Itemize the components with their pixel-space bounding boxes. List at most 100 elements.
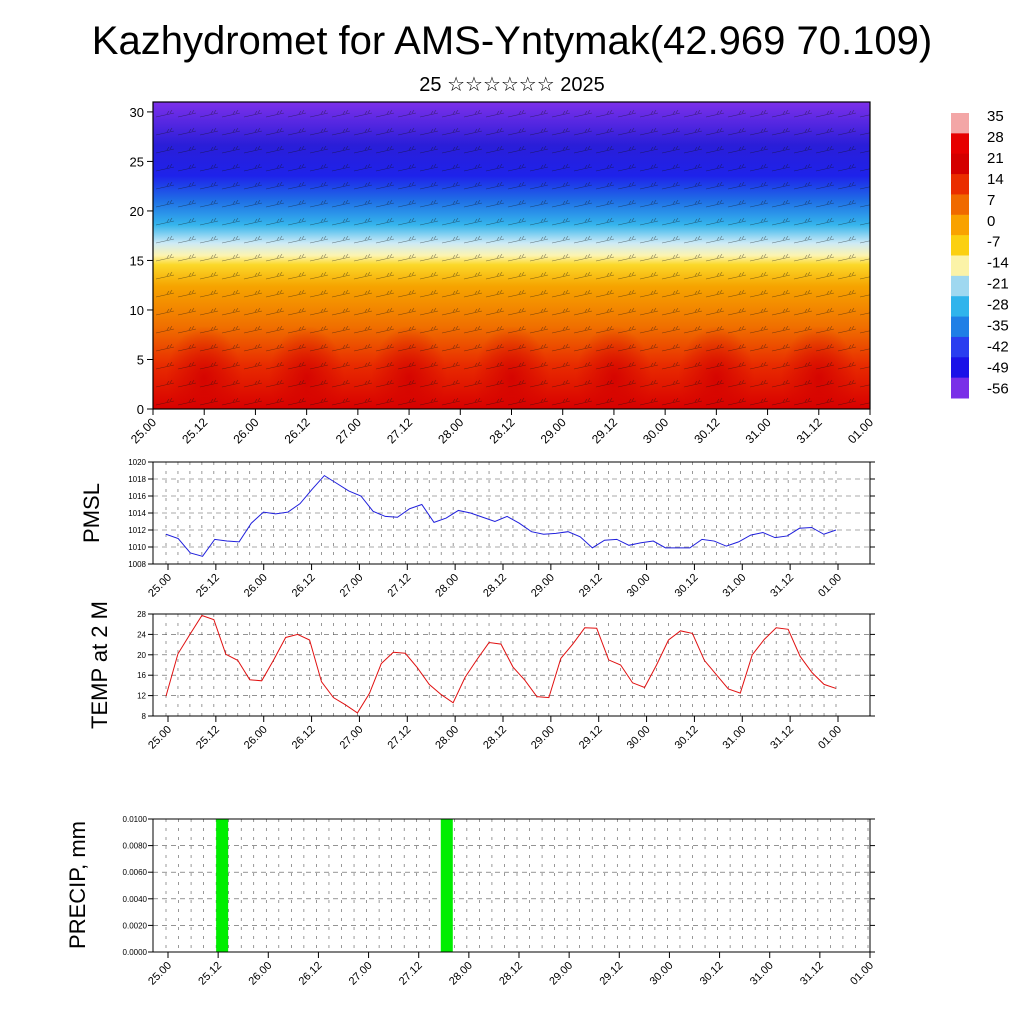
colorbar-swatch <box>951 377 969 399</box>
colorbar-swatch <box>951 194 969 216</box>
x-tick-label: 31.12 <box>768 724 796 752</box>
x-tick-label: 27.12 <box>384 415 415 446</box>
x-tick-label: 30.00 <box>640 415 671 446</box>
x-tick-label: 01.00 <box>816 724 844 752</box>
colorbar-label: -56 <box>987 380 1009 397</box>
precip-bar <box>216 819 229 952</box>
y-tick-label: 25 <box>130 154 144 169</box>
colorbar-swatch <box>951 235 969 256</box>
x-tick-label: 27.00 <box>338 724 366 752</box>
y-tick-label: 0.0040 <box>123 895 148 904</box>
x-tick-label: 30.12 <box>691 415 722 446</box>
colorbar: 35 28 21 14 7 0 -7 -14 -21 -28 -35 -42 -49 -56 <box>951 108 1009 399</box>
precip-ylabel: PRECIP, mm <box>65 821 90 949</box>
colorbar-swatch <box>951 316 969 338</box>
y-tick-label: 15 <box>130 253 144 268</box>
y-tick-label: 30 <box>130 105 144 120</box>
colorbar-swatch <box>951 174 969 195</box>
x-tick-label: 28.12 <box>486 415 517 446</box>
x-tick-label: 26.12 <box>290 724 318 752</box>
chart-subtitle: 25 ☆☆☆☆☆☆ 2025 <box>419 74 605 96</box>
x-tick-label: 31.00 <box>743 415 774 446</box>
x-tick-label: 31.12 <box>794 415 825 446</box>
x-tick-label: 26.00 <box>242 572 270 600</box>
x-tick-label: 27.00 <box>333 415 364 446</box>
cross-section-x-axis: 25.00 25.12 26.00 26.12 27.00 27.12 28.00 28.12… <box>128 409 876 446</box>
x-tick-label: 29.00 <box>529 572 557 600</box>
colorbar-swatch <box>951 336 969 358</box>
x-tick-label: 28.00 <box>447 960 475 988</box>
x-tick-label: 01.00 <box>845 415 876 446</box>
pmsl-panel: 1008 1010 1012 1014 1016 1018 1020 25.00 25.12 2… <box>79 458 875 600</box>
colorbar-label: 21 <box>987 150 1004 167</box>
x-tick-label: 28.12 <box>497 960 525 988</box>
x-tick-label: 30.12 <box>698 960 726 988</box>
x-tick-label: 31.12 <box>768 572 796 600</box>
x-tick-label: 29.12 <box>577 724 605 752</box>
y-tick-label: 28 <box>137 610 146 619</box>
y-tick-label: 1012 <box>128 526 146 535</box>
x-tick-label: 29.12 <box>589 415 620 446</box>
pmsl-series-line <box>165 474 837 557</box>
colorbar-label: 7 <box>987 192 995 209</box>
y-tick-label: 20 <box>130 204 144 219</box>
colorbar-label: -49 <box>987 359 1009 376</box>
temp-ylabel: TEMP at 2 M <box>87 601 112 729</box>
y-tick-label: 0.0020 <box>123 921 148 930</box>
precip-panel: 0.0000 0.0020 0.0040 0.0060 0.0080 0.0100 25.… <box>65 815 876 988</box>
temp-series-line <box>165 614 837 714</box>
y-tick-label: 1008 <box>128 560 146 569</box>
x-tick-label: 27.12 <box>397 960 425 988</box>
x-tick-label: 25.00 <box>146 724 174 752</box>
x-tick-label: 30.00 <box>625 724 653 752</box>
x-tick-label: 26.00 <box>246 960 274 988</box>
x-tick-label: 28.00 <box>435 415 466 446</box>
x-tick-label: 29.00 <box>529 724 557 752</box>
temp-panel: 8 12 16 20 24 28 25.00 25.12 26.00 26.12 27.00 27.… <box>87 601 875 752</box>
x-tick-label: 01.00 <box>816 572 844 600</box>
y-tick-label: 20 <box>137 651 146 660</box>
chart-title: Kazhydromet for AMS-Yntymak(42.969 70.10… <box>91 19 933 63</box>
x-tick-label: 25.12 <box>194 572 222 600</box>
precip-bar <box>440 819 453 952</box>
x-tick-label: 28.00 <box>433 724 461 752</box>
x-tick-label: 26.00 <box>242 724 270 752</box>
colorbar-label: 0 <box>987 213 995 230</box>
y-tick-label: 8 <box>142 712 147 721</box>
x-tick-label: 25.12 <box>194 724 222 752</box>
x-tick-label: 25.12 <box>179 415 210 446</box>
colorbar-label: -14 <box>987 255 1009 272</box>
y-tick-label: 0.0000 <box>123 948 148 957</box>
cross-section-panel: 0 5 10 15 20 25 30 25.00 25.12 26.00 26.12 27.00 27… <box>128 101 876 446</box>
x-tick-label: 31.00 <box>720 572 748 600</box>
x-tick-label: 31.00 <box>748 960 776 988</box>
x-tick-label: 27.12 <box>385 572 413 600</box>
x-tick-label: 27.00 <box>338 572 366 600</box>
x-tick-label: 25.12 <box>196 960 224 988</box>
x-tick-label: 28.12 <box>481 572 509 600</box>
colorbar-swatch <box>951 357 969 379</box>
colorbar-swatch <box>951 275 969 297</box>
colorbar-swatch <box>951 255 969 277</box>
x-tick-label: 26.12 <box>297 960 325 988</box>
colorbar-label: -42 <box>987 339 1009 356</box>
pmsl-ylabel: PMSL <box>79 483 104 543</box>
x-tick-label: 30.12 <box>673 724 701 752</box>
y-tick-label: 1010 <box>128 543 146 552</box>
colorbar-label: 28 <box>987 129 1004 146</box>
colorbar-swatch <box>951 133 969 155</box>
x-tick-label: 29.12 <box>577 572 605 600</box>
y-tick-label: 1016 <box>128 492 146 501</box>
wind-barbs <box>153 102 870 409</box>
cross-section-y-axis: 0 5 10 15 20 25 30 <box>130 105 153 417</box>
x-tick-label: 31.00 <box>720 724 748 752</box>
x-tick-label: 27.12 <box>385 724 413 752</box>
colorbar-label: 35 <box>987 108 1004 125</box>
y-tick-label: 0.0100 <box>123 815 148 824</box>
colorbar-label: -35 <box>987 318 1009 335</box>
colorbar-label: -21 <box>987 276 1009 293</box>
colorbar-label: 14 <box>987 171 1004 188</box>
x-tick-label: 25.00 <box>146 960 174 988</box>
colorbar-swatch <box>951 113 969 134</box>
